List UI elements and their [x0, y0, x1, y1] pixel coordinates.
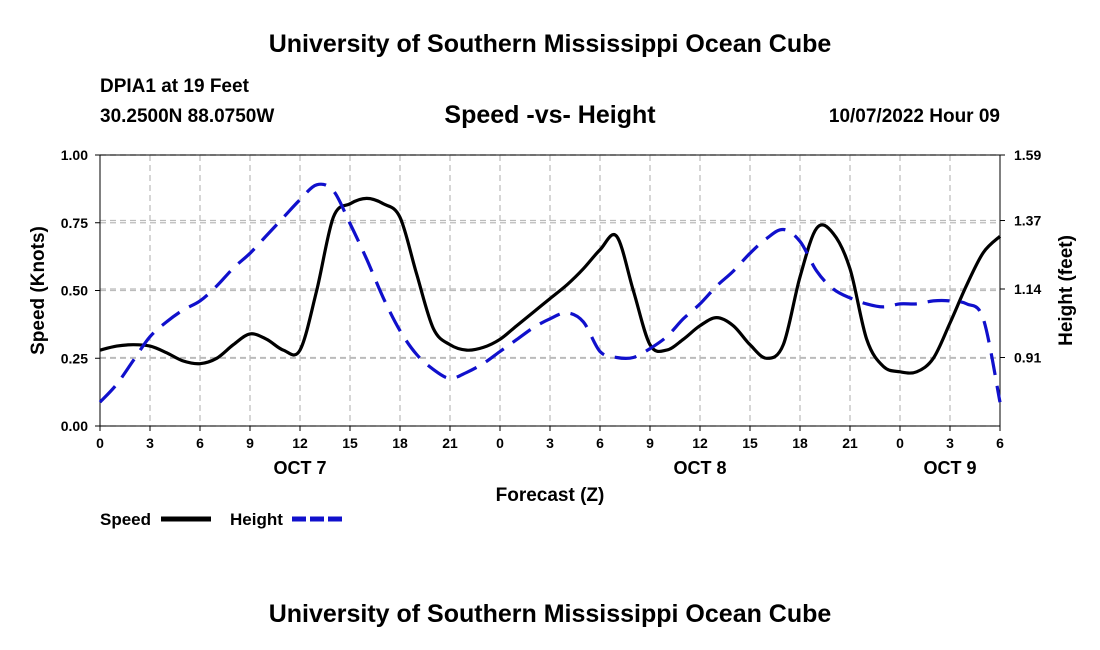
footer-title: University of Southern Mississippi Ocean…: [268, 600, 832, 628]
x-tick-label: 18: [392, 435, 408, 451]
x-tick-label: 0: [96, 435, 104, 451]
x-tick-label: 21: [442, 435, 458, 451]
y-tick-label: 0.00: [61, 418, 88, 434]
x-tick-label: 6: [196, 435, 204, 451]
datetime-label: 10/07/2022 Hour 09: [828, 106, 1000, 127]
date-label: OCT 9: [923, 458, 976, 478]
legend-label-height: Height: [230, 510, 283, 529]
y-tick-label: 1.00: [61, 147, 88, 163]
y-axis-label: Speed (Knots): [28, 226, 49, 355]
coordinates-label: 30.2500N 88.0750W: [100, 106, 275, 127]
y2-axis-label: Height (feet): [1056, 235, 1077, 346]
x-tick-label: 15: [742, 435, 758, 451]
legend-label-speed: Speed: [100, 510, 151, 529]
x-tick-label: 15: [342, 435, 358, 451]
page-title: University of Southern Mississippi Ocean…: [268, 30, 832, 58]
x-tick-label: 0: [896, 435, 904, 451]
y2-tick-label: 0.91: [1014, 350, 1041, 366]
series-lines: [98, 182, 1002, 404]
x-tick-label: 0: [496, 435, 504, 451]
x-tick-label: 12: [292, 435, 308, 451]
x-tick-label: 3: [546, 435, 554, 451]
legend: Speed Height: [100, 510, 342, 529]
x-axis-label: Forecast (Z): [496, 485, 605, 506]
y2-tick-label: 1.37: [1014, 213, 1041, 229]
y2-tick-label: 1.14: [1014, 281, 1041, 297]
x-tick-label: 3: [146, 435, 154, 451]
date-label: OCT 7: [273, 458, 326, 478]
x-tick-label: 18: [792, 435, 808, 451]
axis-ticks: 0 3 6 9 12 15 18 21 0 3 6 9 12 15 18 21 0 3 6 OCT 7 OCT 8 OCT…: [61, 147, 1042, 478]
x-tick-label: 9: [646, 435, 654, 451]
y-tick-label: 0.50: [61, 283, 88, 299]
x-tick-label: 6: [596, 435, 604, 451]
x-tick-label: 21: [842, 435, 858, 451]
x-tick-label: 12: [692, 435, 708, 451]
x-tick-label: 9: [246, 435, 254, 451]
grid-lines: [100, 154, 1000, 427]
date-label: OCT 8: [673, 458, 726, 478]
y-tick-label: 0.25: [61, 350, 88, 366]
x-tick-label: 3: [946, 435, 954, 451]
x-tick-label: 6: [996, 435, 1004, 451]
y2-tick-label: 1.59: [1014, 147, 1041, 163]
series-line-speed: [99, 196, 1002, 375]
y-tick-label: 0.75: [61, 215, 88, 231]
chart-title: Speed -vs- Height: [444, 101, 656, 129]
station-label: DPIA1 at 19 Feet: [100, 76, 249, 97]
series-line-height: [98, 182, 1002, 404]
